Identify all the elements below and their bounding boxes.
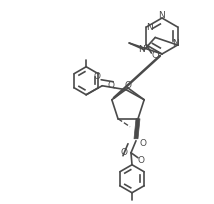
Text: O: O [125,81,131,90]
Text: O: O [120,148,128,157]
Text: O: O [137,156,144,165]
Text: N: N [159,10,165,20]
Text: O: O [108,81,115,90]
Text: N: N [172,39,179,48]
Text: Cl: Cl [152,51,161,61]
Text: O: O [94,72,101,81]
Polygon shape [134,119,140,139]
Text: O: O [140,139,147,148]
Text: N: N [146,22,153,31]
Text: N: N [138,45,145,54]
